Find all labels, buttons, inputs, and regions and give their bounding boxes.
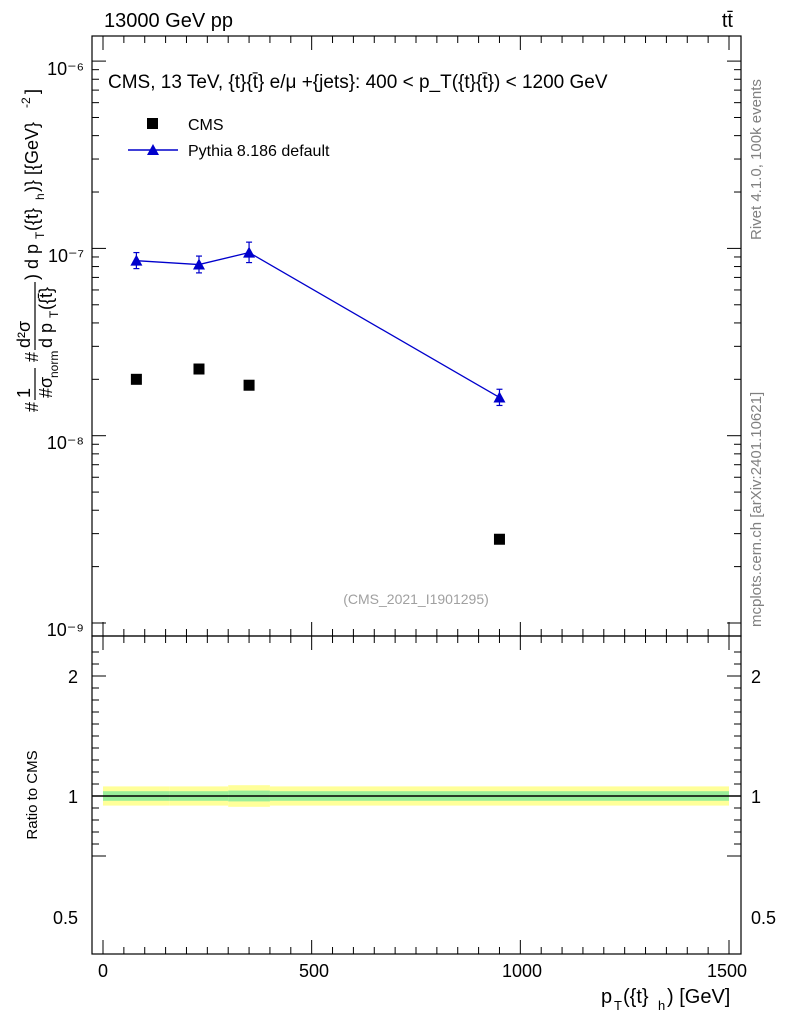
ratio-bands — [92, 785, 741, 807]
ratio-x-ticks — [102, 636, 730, 954]
ratio-y-tick-2-right: 2 — [751, 667, 761, 687]
process-label: tt̄ — [722, 10, 734, 32]
y-label-hash: # — [22, 402, 42, 412]
y-tick-label-1e-9: 10⁻⁹ — [47, 620, 84, 640]
y-label-tbar: ({t̄} — [36, 287, 56, 310]
x-label-t: ({t} — [623, 986, 649, 1008]
pythia-point — [243, 246, 256, 258]
y-label-sigma: #σ — [36, 377, 56, 398]
cms-point — [130, 373, 142, 385]
y-label-dp2: ) d p — [22, 244, 42, 280]
pythia-point — [493, 391, 506, 403]
y-tick-label-1e-7: 10⁻⁷ — [48, 246, 84, 266]
legend-pythia-label: Pythia 8.186 default — [188, 143, 330, 160]
pythia-line — [136, 251, 500, 399]
ratio-y-ticks — [92, 651, 741, 857]
source-label: mcplots.cern.ch [arXiv:2401.10621] — [748, 392, 765, 627]
analysis-watermark: (CMS_2021_I1901295) — [343, 591, 489, 607]
pythia-point — [130, 254, 143, 266]
main-y-axis-label: # 1 #σ norm # d²σ d p T ({t̄} ) d p T ({… — [14, 89, 61, 412]
y-label-h: h — [33, 193, 47, 200]
y-label-dp: d p — [36, 323, 56, 348]
ratio-y-tick-05-left: 0.5 — [53, 908, 78, 928]
x-tick-label-0: 0 — [98, 961, 108, 981]
y-label-d2sigma: d²σ — [14, 321, 34, 348]
x-axis-label: p T ({t} h ) [GeV] — [601, 986, 730, 1013]
rivet-version-label: Rivet 4.1.0, 100k events — [748, 79, 765, 240]
series-layer — [130, 241, 506, 545]
y-label-minus2: -2 — [19, 97, 33, 108]
y-label-T: T — [47, 310, 61, 318]
ratio-y-tick-1-left: 1 — [68, 787, 78, 807]
legend-pythia-marker — [147, 144, 159, 155]
x-tick-label-500: 500 — [299, 961, 329, 981]
cms-point — [243, 379, 255, 391]
ratio-y-tick-05-right: 0.5 — [751, 908, 776, 928]
x-label-T: T — [614, 998, 622, 1013]
x-tick-label-1500: 1500 — [707, 961, 747, 981]
ratio-y-axis-label: Ratio to CMS — [24, 750, 41, 839]
y-tick-label-1e-6: 10⁻⁶ — [47, 59, 84, 79]
cms-point — [493, 533, 505, 545]
pythia-point — [192, 258, 205, 270]
main-y-ticks — [92, 60, 741, 624]
y-label-t: ({t} — [22, 208, 42, 231]
y-label-close: ] — [22, 89, 42, 94]
y-label-gev: )} [{GeV} — [22, 122, 42, 192]
y-label-norm: norm — [47, 351, 61, 378]
legend-cms-label: CMS — [188, 117, 224, 134]
x-label-h: h — [658, 998, 665, 1013]
ratio-y-tick-2-left: 2 — [68, 667, 78, 687]
y-tick-label-1e-8: 10⁻⁸ — [47, 433, 84, 453]
legend-cms-marker — [147, 118, 158, 129]
energy-label: 13000 GeV pp — [104, 10, 233, 32]
y-label-T2: T — [33, 231, 47, 239]
y-label-hash2: # — [22, 352, 42, 362]
x-label-gev: ) [GeV] — [667, 986, 730, 1008]
cms-point — [193, 363, 205, 375]
main-x-ticks — [102, 36, 730, 636]
ratio-y-tick-1-right: 1 — [751, 787, 761, 807]
chart-title: CMS, 13 TeV, {t}{t̄} e/μ +{jets}: 400 < … — [108, 72, 608, 93]
y-label-one: 1 — [14, 388, 34, 398]
x-label-p: p — [601, 986, 612, 1008]
x-tick-label-1000: 1000 — [502, 961, 542, 981]
